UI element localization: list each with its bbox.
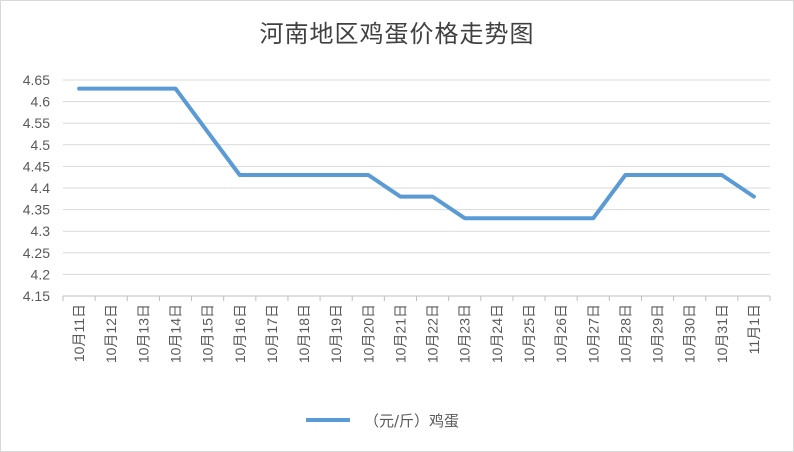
chart-title: 河南地区鸡蛋价格走势图 <box>259 20 535 48</box>
x-tick-label: 10月28日 <box>617 304 633 363</box>
y-tick-label: 4.65 <box>23 72 50 88</box>
series-line <box>77 86 756 221</box>
y-tick-label: 4.55 <box>23 115 50 131</box>
x-tick-label: 10月14日 <box>167 304 183 363</box>
x-tick-label: 10月20日 <box>360 304 376 363</box>
x-tick-label: 10月21日 <box>392 304 408 363</box>
x-tick-label: 10月31日 <box>714 304 730 363</box>
y-tick-label: 4.45 <box>23 158 50 174</box>
y-tick-label: 4.2 <box>31 266 51 282</box>
y-tick-label: 4.25 <box>23 245 50 261</box>
x-tick-label: 10月22日 <box>425 304 441 363</box>
x-tick-label: 10月25日 <box>521 304 537 363</box>
legend-swatch <box>306 418 350 422</box>
x-tick-label: 11月1日 <box>746 304 762 354</box>
x-tick-label: 10月13日 <box>135 304 151 363</box>
x-tick-label: 10月24日 <box>489 304 505 363</box>
y-tick-label: 4.6 <box>31 94 51 110</box>
x-tick-label: 10月19日 <box>328 304 344 363</box>
x-tick-label: 10月17日 <box>264 304 280 363</box>
legend: （元/斤）鸡蛋 <box>306 409 459 431</box>
y-tick-label: 4.35 <box>23 202 50 218</box>
x-tick-label: 10月23日 <box>457 304 473 363</box>
y-tick-label: 4.4 <box>31 180 51 196</box>
x-tick-label: 10月29日 <box>650 304 666 363</box>
x-tick-label: 10月26日 <box>553 304 569 363</box>
legend-label: （元/斤）鸡蛋 <box>364 411 460 430</box>
y-tick-label: 4.5 <box>31 137 51 153</box>
y-tick-label: 4.3 <box>31 223 51 239</box>
x-tick-label: 10月18日 <box>296 304 312 363</box>
x-tick-label: 10月30日 <box>682 304 698 363</box>
x-tick-label: 10月27日 <box>585 304 601 363</box>
x-tick-label: 10月15日 <box>200 304 216 363</box>
x-tick-label: 10月16日 <box>232 304 248 363</box>
y-tick-label: 4.15 <box>23 288 50 304</box>
x-tick-label: 10月11日 <box>71 304 87 362</box>
x-tick-label: 10月12日 <box>103 304 119 363</box>
